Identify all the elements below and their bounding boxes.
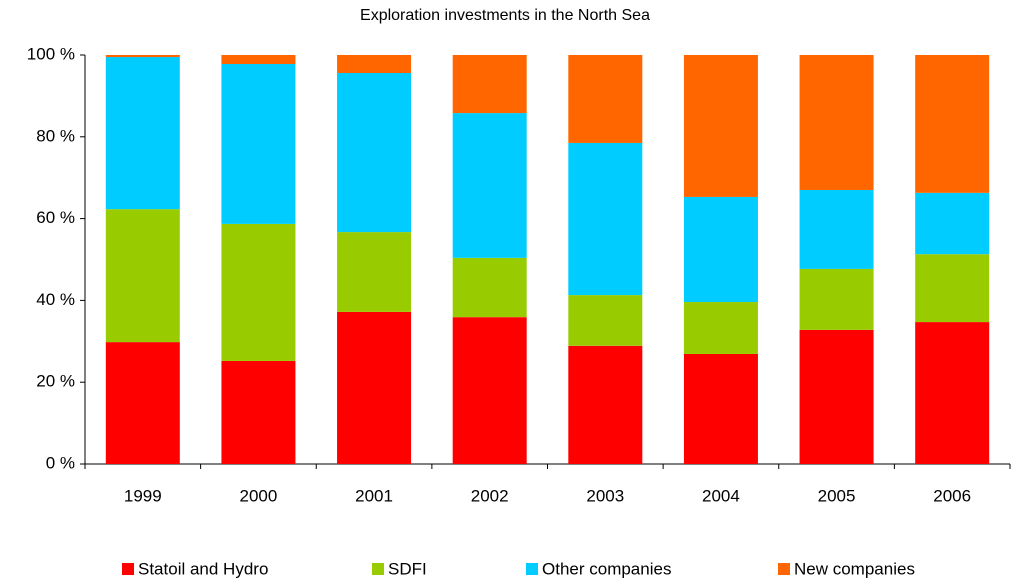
chart-title: Exploration investments in the North Sea	[360, 7, 650, 24]
x-tick-label: 2006	[933, 486, 971, 505]
bar-segment	[683, 196, 758, 303]
bar-segment	[799, 268, 874, 330]
bar-segment	[337, 232, 412, 312]
x-tick-label: 2003	[586, 486, 624, 505]
bar-segment	[799, 189, 874, 269]
legend-label: Statoil and Hydro	[138, 559, 268, 578]
y-tick-label: 60 %	[36, 208, 75, 227]
bar-segment	[799, 329, 874, 464]
legend-label: New companies	[794, 559, 915, 578]
bar-segment	[452, 317, 527, 464]
bar-segment	[105, 55, 180, 58]
bar-segment	[337, 55, 412, 73]
bar-segment	[221, 223, 296, 361]
y-tick-label: 100 %	[27, 44, 75, 63]
bar-segment	[915, 192, 990, 255]
bar-segment	[799, 55, 874, 190]
bar-segment	[105, 57, 180, 210]
bar-segment	[221, 63, 296, 224]
bar-segment	[683, 55, 758, 197]
bar-segment	[915, 254, 990, 323]
y-tick-label: 0 %	[46, 453, 75, 472]
bar-segment	[683, 302, 758, 354]
bar-segment	[105, 342, 180, 464]
bar-segment	[337, 72, 412, 233]
x-tick-label: 2005	[818, 486, 856, 505]
bar-segment	[568, 295, 643, 346]
bar-segment	[337, 311, 412, 464]
bar-segment	[568, 345, 643, 464]
legend-swatch	[372, 563, 384, 575]
x-tick-label: 1999	[124, 486, 162, 505]
y-tick-label: 20 %	[36, 372, 75, 391]
bar-segment	[452, 55, 527, 114]
bar-segment	[221, 55, 296, 64]
x-tick-label: 2000	[240, 486, 278, 505]
bar-segment	[221, 360, 296, 464]
legend-swatch	[122, 563, 134, 575]
bar-segment	[915, 322, 990, 464]
x-tick-label: 2004	[702, 486, 740, 505]
bar-segment	[683, 353, 758, 464]
x-tick-label: 2001	[355, 486, 393, 505]
y-tick-label: 80 %	[36, 126, 75, 145]
bar-segment	[452, 113, 527, 258]
y-tick-label: 40 %	[36, 290, 75, 309]
legend-swatch	[778, 563, 790, 575]
bar-segment	[568, 55, 643, 143]
legend-swatch	[526, 563, 538, 575]
x-tick-label: 2002	[471, 486, 509, 505]
legend-label: Other companies	[542, 559, 671, 578]
bar-segment	[915, 55, 990, 193]
bar-segment	[568, 142, 643, 296]
legend-label: SDFI	[388, 559, 427, 578]
bar-segment	[452, 257, 527, 318]
bar-segment	[105, 209, 180, 343]
